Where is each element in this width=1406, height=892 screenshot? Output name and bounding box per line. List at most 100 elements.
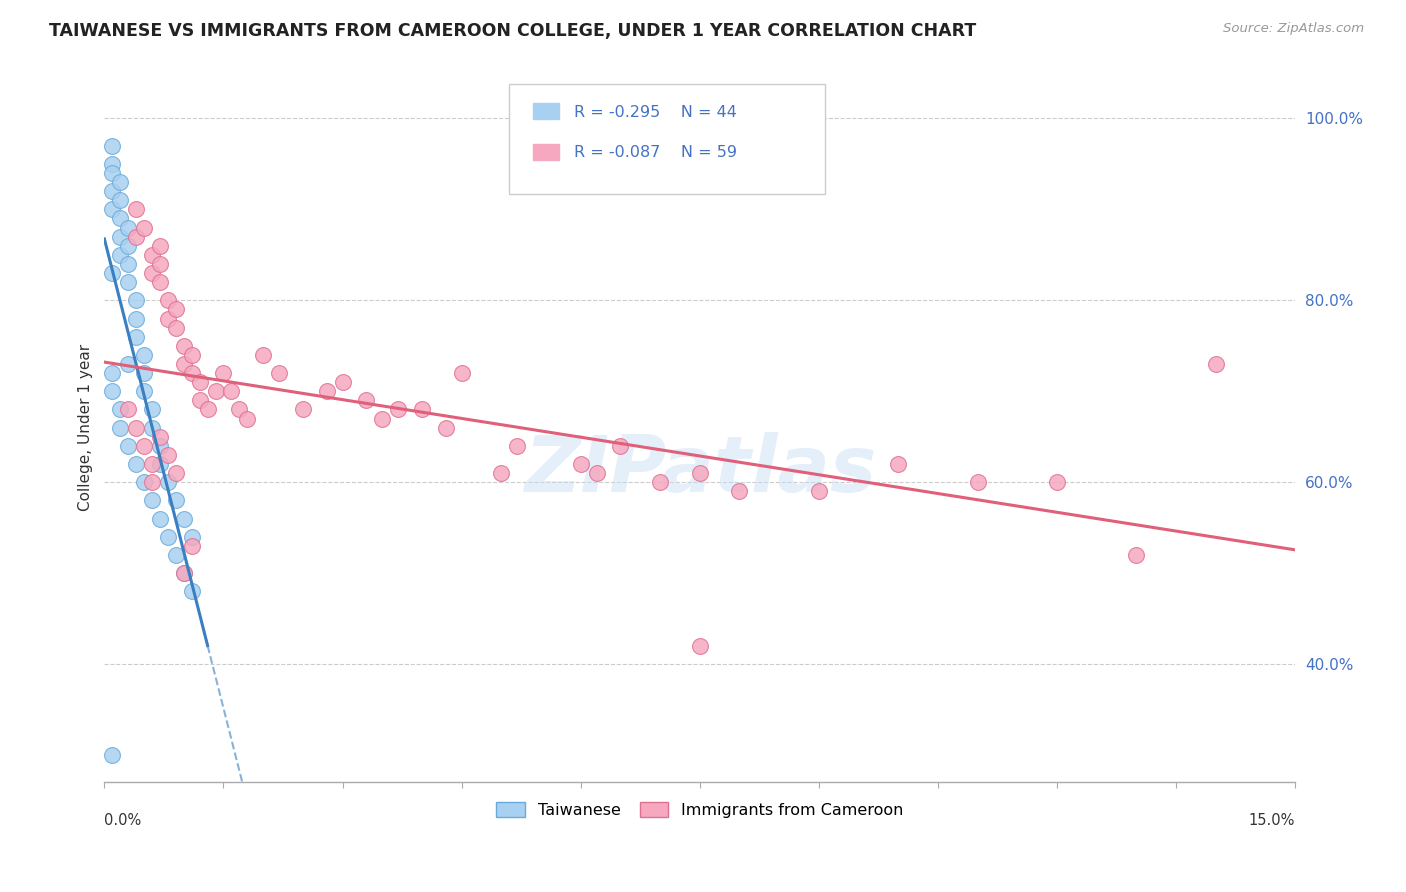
Point bbox=[180, 539, 202, 553]
Point bbox=[101, 157, 124, 171]
Point bbox=[173, 566, 195, 581]
Point bbox=[125, 202, 148, 217]
Point bbox=[188, 393, 211, 408]
Point bbox=[966, 475, 988, 490]
Point bbox=[125, 420, 148, 434]
Point bbox=[110, 420, 132, 434]
Point bbox=[110, 229, 132, 244]
Point bbox=[689, 466, 711, 480]
Point bbox=[110, 402, 132, 417]
Point bbox=[149, 457, 172, 471]
Point bbox=[180, 348, 202, 362]
Point bbox=[125, 293, 148, 308]
Point bbox=[156, 530, 179, 544]
Point bbox=[173, 339, 195, 353]
Point bbox=[132, 475, 155, 490]
Point bbox=[141, 420, 163, 434]
Point bbox=[117, 275, 139, 289]
Point bbox=[173, 511, 195, 525]
Point bbox=[101, 366, 124, 380]
Point bbox=[132, 366, 155, 380]
Point bbox=[1046, 475, 1069, 490]
Text: TAIWANESE VS IMMIGRANTS FROM CAMEROON COLLEGE, UNDER 1 YEAR CORRELATION CHART: TAIWANESE VS IMMIGRANTS FROM CAMEROON CO… bbox=[49, 22, 976, 40]
Point bbox=[165, 302, 187, 317]
Y-axis label: College, Under 1 year: College, Under 1 year bbox=[79, 344, 93, 511]
Point bbox=[188, 375, 211, 389]
Point bbox=[887, 457, 910, 471]
Point bbox=[156, 293, 179, 308]
Point bbox=[165, 493, 187, 508]
Point bbox=[141, 493, 163, 508]
Legend: Taiwanese, Immigrants from Cameroon: Taiwanese, Immigrants from Cameroon bbox=[489, 795, 910, 824]
Point bbox=[569, 457, 592, 471]
Point bbox=[180, 366, 202, 380]
Point bbox=[648, 475, 671, 490]
Text: 0.0%: 0.0% bbox=[104, 813, 142, 828]
Point bbox=[387, 402, 409, 417]
Point bbox=[117, 257, 139, 271]
Point bbox=[125, 229, 148, 244]
Point bbox=[450, 366, 472, 380]
Point bbox=[132, 384, 155, 399]
Point bbox=[267, 366, 290, 380]
Point bbox=[149, 257, 172, 271]
Text: R = -0.087    N = 59: R = -0.087 N = 59 bbox=[574, 145, 737, 161]
Point bbox=[141, 402, 163, 417]
Point bbox=[117, 357, 139, 371]
Point bbox=[807, 484, 830, 499]
Point bbox=[110, 175, 132, 189]
Point bbox=[228, 402, 250, 417]
Point bbox=[132, 439, 155, 453]
Point bbox=[141, 457, 163, 471]
Point bbox=[141, 248, 163, 262]
Point bbox=[165, 320, 187, 334]
Point bbox=[1125, 548, 1147, 562]
Point bbox=[149, 511, 172, 525]
Point bbox=[197, 402, 219, 417]
Point bbox=[332, 375, 354, 389]
Point bbox=[101, 184, 124, 198]
Point bbox=[180, 530, 202, 544]
Point bbox=[165, 466, 187, 480]
Text: R = -0.295    N = 44: R = -0.295 N = 44 bbox=[574, 105, 737, 120]
Point bbox=[149, 430, 172, 444]
Point bbox=[173, 357, 195, 371]
Point bbox=[315, 384, 337, 399]
Point bbox=[689, 639, 711, 653]
Point bbox=[411, 402, 433, 417]
Point bbox=[117, 239, 139, 253]
Point bbox=[506, 439, 529, 453]
Point bbox=[252, 348, 274, 362]
Point bbox=[434, 420, 457, 434]
Point bbox=[110, 211, 132, 226]
Bar bbox=[533, 144, 560, 160]
Point bbox=[101, 202, 124, 217]
Point bbox=[110, 194, 132, 208]
Text: Source: ZipAtlas.com: Source: ZipAtlas.com bbox=[1223, 22, 1364, 36]
Point bbox=[141, 475, 163, 490]
Text: 15.0%: 15.0% bbox=[1249, 813, 1295, 828]
Point bbox=[117, 439, 139, 453]
Point bbox=[156, 311, 179, 326]
Point bbox=[101, 166, 124, 180]
Point bbox=[101, 748, 124, 763]
Point bbox=[609, 439, 631, 453]
Point bbox=[291, 402, 314, 417]
Point bbox=[212, 366, 235, 380]
Point bbox=[110, 248, 132, 262]
Point bbox=[101, 384, 124, 399]
Point bbox=[101, 266, 124, 280]
Point bbox=[117, 402, 139, 417]
Point bbox=[204, 384, 226, 399]
Point bbox=[371, 411, 394, 425]
Point bbox=[356, 393, 378, 408]
Point bbox=[165, 548, 187, 562]
Point bbox=[173, 566, 195, 581]
Point bbox=[180, 584, 202, 599]
Point bbox=[132, 348, 155, 362]
Point bbox=[101, 138, 124, 153]
Text: ZIPatlas: ZIPatlas bbox=[523, 433, 876, 508]
Point bbox=[125, 311, 148, 326]
Point bbox=[125, 457, 148, 471]
Point bbox=[141, 266, 163, 280]
